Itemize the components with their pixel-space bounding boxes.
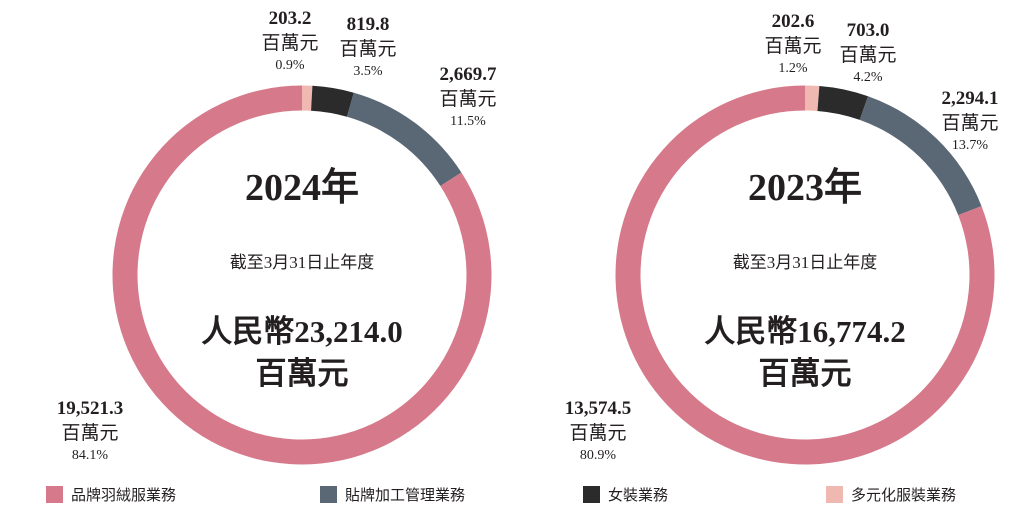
total-unit: 百萬元 (759, 356, 852, 391)
period-label: 截至3月31日止年度 (733, 253, 878, 272)
legend-swatch (46, 486, 63, 503)
slice-percent-label: 80.9% (580, 448, 617, 463)
donut-slice (817, 86, 869, 120)
donut-slice (302, 85, 313, 111)
slice-unit-label: 百萬元 (61, 422, 118, 444)
total-value: 人民幣16,774.2 (704, 314, 906, 349)
slice-unit-label: 百萬元 (339, 38, 396, 60)
legend-swatch (320, 486, 337, 503)
legend-item-diversified: 多元化服裝業務 (826, 484, 956, 505)
slice-value-label: 203.2 (269, 8, 312, 29)
slice-value-label: 2,669.7 (440, 64, 498, 85)
donut-slice (805, 85, 820, 111)
slice-unit-label: 百萬元 (764, 35, 821, 57)
total-unit: 百萬元 (256, 356, 349, 391)
slice-percent-label: 13.7% (952, 138, 989, 153)
donut-slice (311, 85, 354, 117)
legend-label: 品牌羽絨服業務 (71, 488, 177, 504)
legend-swatch (583, 486, 600, 503)
slice-value-label: 19,521.3 (57, 398, 124, 419)
legend-item-ladies-wear: 女裝業務 (583, 484, 668, 505)
slice-value-label: 2,294.1 (942, 88, 999, 109)
slice-unit-label: 百萬元 (941, 112, 998, 134)
slice-unit-label: 百萬元 (569, 422, 626, 444)
legend-item-oem: 貼牌加工管理業務 (320, 484, 465, 505)
slice-value-label: 703.0 (847, 20, 890, 41)
year-label: 2024年 (245, 167, 359, 209)
legend-swatch (826, 486, 843, 503)
legend-label: 女裝業務 (608, 488, 669, 504)
slice-percent-label: 84.1% (72, 448, 109, 463)
slice-unit-label: 百萬元 (839, 44, 896, 66)
legend-item-down-apparel: 品牌羽絨服業務 (46, 484, 176, 505)
slice-unit-label: 百萬元 (439, 88, 496, 110)
slice-percent-label: 3.5% (353, 64, 383, 79)
slice-percent-label: 1.2% (778, 61, 808, 76)
legend-label: 多元化服裝業務 (851, 488, 957, 504)
donut-slice (859, 96, 982, 216)
slice-value-label: 819.8 (347, 14, 390, 35)
slice-percent-label: 11.5% (450, 114, 486, 129)
slice-percent-label: 0.9% (275, 58, 305, 73)
period-label: 截至3月31日止年度 (230, 253, 375, 272)
donut-slice (346, 92, 462, 187)
total-value: 人民幣23,214.0 (201, 314, 403, 349)
year-label: 2023年 (748, 167, 862, 209)
slice-unit-label: 百萬元 (261, 32, 318, 54)
slice-percent-label: 4.2% (853, 70, 883, 85)
slice-value-label: 202.6 (772, 11, 815, 32)
legend: 品牌羽絨服業務 貼牌加工管理業務 女裝業務 多元化服裝業務 (0, 480, 1024, 520)
legend-label: 貼牌加工管理業務 (345, 488, 466, 504)
slice-value-label: 13,574.5 (565, 398, 632, 419)
